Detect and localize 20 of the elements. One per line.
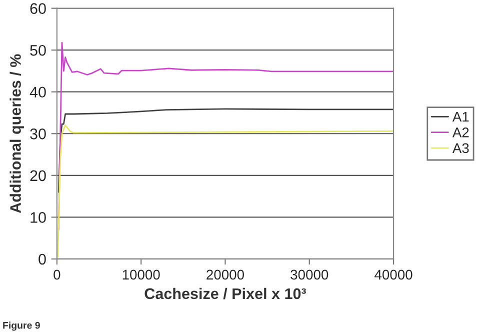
y-tick-label: 20 (30, 170, 46, 182)
y-tick-label: 50 (30, 44, 46, 56)
line-series (58, 108, 394, 193)
x-tick-label: 20000 (206, 270, 244, 280)
y-axis-title: Additional queries / % (10, 54, 24, 214)
line-series (58, 42, 394, 230)
y-tick-label: 60 (30, 3, 46, 14)
y-tick-label: 10 (30, 212, 46, 223)
y-tick-label: 30 (30, 128, 46, 140)
x-tick-label: 30000 (290, 270, 328, 280)
x-axis-title: Cachesize / Pixel x 10³ (144, 288, 306, 300)
x-tick-label: 40000 (374, 270, 412, 280)
y-tick-label: 40 (30, 86, 46, 98)
legend-label: A1 (452, 112, 469, 122)
caption: Figure 9 (3, 322, 40, 331)
legend-label: A3 (452, 143, 469, 154)
legend-label: A2 (452, 128, 469, 138)
x-tick-label: 0 (54, 270, 60, 280)
y-tick-label: 0 (38, 254, 46, 265)
x-tick-label: 10000 (122, 270, 160, 280)
